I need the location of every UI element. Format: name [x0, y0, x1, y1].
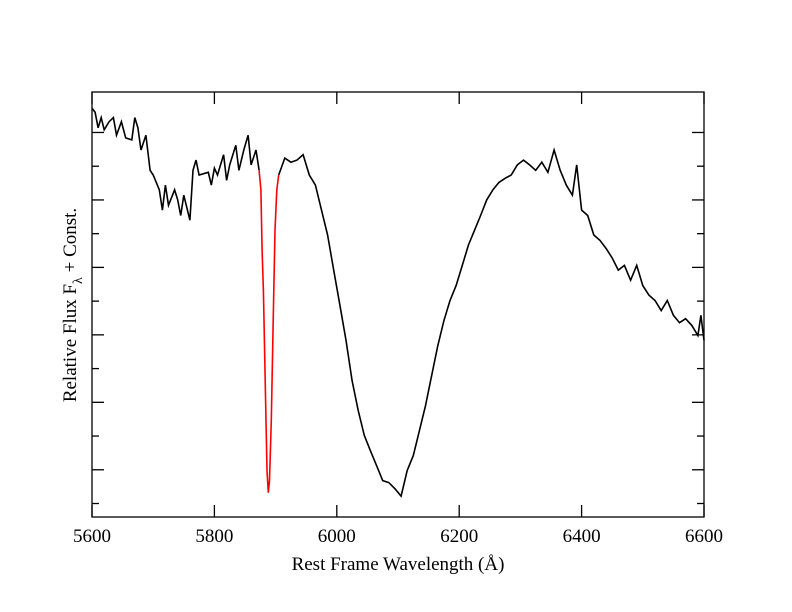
x-tick-label: 6000: [318, 526, 356, 547]
spectrum-line: [258, 170, 280, 493]
y-axis-label: Relative Flux Fλ + Const.: [60, 208, 86, 402]
spectrum-line: [91, 107, 705, 498]
x-tick-label: 6600: [685, 526, 723, 547]
x-axis-label: Rest Frame Wavelength (Å): [292, 554, 505, 575]
y-axis-label-tail: + Const.: [60, 208, 81, 277]
plot-frame: [91, 91, 705, 518]
x-tick-label: 6200: [440, 526, 478, 547]
x-tick-label: 6400: [563, 526, 601, 547]
y-axis-label-main: Relative Flux F: [60, 284, 81, 402]
x-tick-label: 5800: [195, 526, 233, 547]
x-tick-label: 5600: [73, 526, 111, 547]
y-axis-label-subscript: λ: [71, 277, 86, 284]
